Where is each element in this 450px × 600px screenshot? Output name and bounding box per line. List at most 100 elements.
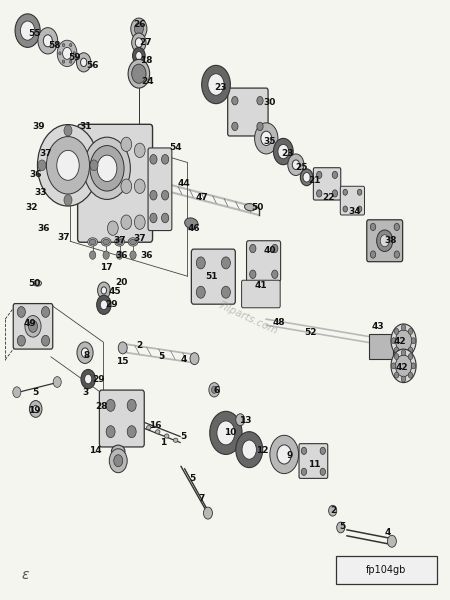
Circle shape (13, 387, 21, 398)
Circle shape (396, 355, 412, 377)
Circle shape (59, 52, 61, 55)
Text: 42: 42 (396, 362, 409, 371)
Text: 59: 59 (68, 53, 81, 62)
Circle shape (221, 257, 230, 269)
Circle shape (162, 155, 169, 164)
Circle shape (209, 383, 220, 397)
Circle shape (357, 206, 362, 212)
Text: 35: 35 (264, 137, 276, 146)
Circle shape (64, 194, 72, 205)
Ellipse shape (164, 434, 169, 438)
Ellipse shape (184, 218, 198, 229)
Circle shape (396, 330, 412, 352)
Text: 4: 4 (384, 528, 391, 537)
FancyBboxPatch shape (299, 443, 328, 478)
Text: 20: 20 (116, 278, 128, 287)
FancyBboxPatch shape (99, 390, 144, 447)
Ellipse shape (88, 238, 98, 246)
Text: 36: 36 (29, 170, 42, 179)
Ellipse shape (103, 239, 109, 245)
Text: 27: 27 (139, 38, 152, 47)
Circle shape (257, 122, 263, 131)
FancyBboxPatch shape (148, 148, 172, 230)
Circle shape (217, 421, 235, 445)
Text: 5: 5 (158, 352, 164, 361)
Circle shape (103, 251, 109, 259)
FancyBboxPatch shape (313, 168, 341, 200)
Circle shape (401, 376, 406, 382)
Circle shape (114, 455, 123, 467)
Text: 41: 41 (255, 281, 267, 290)
Circle shape (46, 137, 90, 194)
Text: 54: 54 (169, 143, 182, 152)
Circle shape (408, 372, 413, 378)
Circle shape (292, 160, 299, 170)
Circle shape (121, 137, 132, 152)
Circle shape (136, 52, 142, 60)
Circle shape (394, 347, 399, 353)
Circle shape (41, 307, 50, 317)
Circle shape (150, 213, 157, 223)
Text: 12: 12 (256, 446, 268, 455)
Circle shape (320, 468, 325, 475)
Circle shape (53, 377, 61, 388)
Text: 40: 40 (264, 247, 276, 256)
Circle shape (277, 445, 292, 464)
Text: 36: 36 (37, 224, 50, 233)
Text: 19: 19 (28, 406, 40, 415)
Circle shape (401, 351, 406, 357)
Text: 33: 33 (35, 188, 47, 197)
Ellipse shape (147, 425, 151, 430)
Circle shape (131, 18, 147, 40)
Text: 52: 52 (304, 328, 316, 337)
Circle shape (127, 400, 136, 412)
Text: 58: 58 (48, 41, 61, 50)
Circle shape (28, 320, 37, 332)
Text: 51: 51 (205, 272, 218, 281)
Circle shape (118, 342, 127, 354)
Circle shape (63, 47, 72, 59)
Ellipse shape (244, 203, 256, 211)
Circle shape (257, 97, 263, 105)
Text: 22: 22 (322, 193, 334, 202)
Circle shape (17, 307, 25, 317)
Circle shape (196, 257, 205, 269)
Circle shape (301, 447, 306, 454)
Circle shape (232, 97, 238, 105)
Circle shape (20, 21, 35, 40)
Text: 15: 15 (117, 356, 129, 365)
Ellipse shape (112, 445, 125, 457)
Text: 26: 26 (134, 20, 146, 29)
FancyBboxPatch shape (242, 280, 280, 308)
Text: 29: 29 (92, 374, 105, 383)
Text: 44: 44 (177, 179, 190, 188)
Text: 37: 37 (113, 236, 126, 245)
Circle shape (81, 348, 89, 358)
FancyBboxPatch shape (13, 304, 53, 349)
Circle shape (33, 406, 38, 413)
Circle shape (135, 143, 145, 158)
Circle shape (97, 155, 117, 181)
Circle shape (15, 14, 40, 47)
Circle shape (250, 270, 256, 278)
Text: 55: 55 (28, 29, 40, 38)
Circle shape (127, 426, 136, 437)
Circle shape (85, 374, 92, 384)
Circle shape (190, 353, 199, 365)
Circle shape (135, 23, 144, 35)
Circle shape (150, 190, 157, 200)
Circle shape (270, 435, 298, 473)
Circle shape (255, 123, 278, 154)
Text: 5: 5 (189, 474, 196, 483)
Text: 17: 17 (100, 263, 112, 272)
Text: 2: 2 (330, 506, 337, 515)
Circle shape (411, 338, 416, 344)
Text: 37: 37 (57, 233, 70, 242)
Circle shape (401, 325, 406, 331)
Circle shape (370, 251, 376, 258)
Circle shape (303, 172, 310, 182)
Text: 4: 4 (180, 355, 187, 364)
Circle shape (106, 400, 115, 412)
Circle shape (332, 190, 338, 197)
Text: 36: 36 (116, 251, 128, 260)
